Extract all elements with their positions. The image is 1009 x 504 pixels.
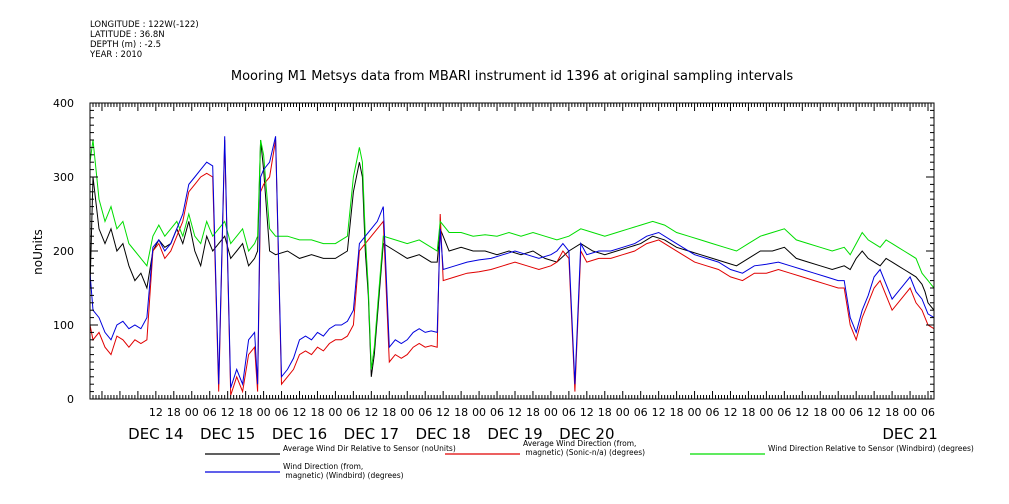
- x-day-label: DEC 16: [272, 425, 327, 443]
- x-tick-label: 00: [472, 406, 486, 419]
- plot-frame: [89, 102, 935, 400]
- y-tick-label: 300: [53, 171, 74, 184]
- longitude-text: LONGITUDE : 122W(-122): [90, 20, 199, 30]
- y-tick-label: 100: [53, 319, 74, 332]
- series-line-4: [89, 136, 935, 389]
- x-tick-label: 18: [239, 406, 253, 419]
- latitude-text: LATITUDE : 36.8N: [90, 30, 165, 40]
- x-tick-label: 12: [723, 406, 737, 419]
- x-tick-label: 18: [310, 406, 324, 419]
- series-line-3: [89, 139, 935, 370]
- x-tick-label: 00: [328, 406, 342, 419]
- x-tick-label: 18: [598, 406, 612, 419]
- x-tick-label: 12: [293, 406, 307, 419]
- x-tick-label: 06: [706, 406, 720, 419]
- x-day-label: DEC 14: [128, 425, 183, 443]
- x-tick-label: 00: [616, 406, 630, 419]
- x-tick-label: 18: [167, 406, 181, 419]
- x-tick-label: 06: [203, 406, 217, 419]
- x-tick-label: 00: [257, 406, 271, 419]
- x-tick-label: 12: [795, 406, 809, 419]
- legend-label: Average Wind Dir Relative to Sensor (noU…: [283, 444, 456, 453]
- x-tick-label: 06: [849, 406, 863, 419]
- legend: Average Wind Dir Relative to Sensor (noU…: [205, 439, 974, 480]
- x-tick-label: 12: [221, 406, 235, 419]
- x-tick-label: 00: [688, 406, 702, 419]
- x-tick-label: 18: [526, 406, 540, 419]
- x-day-label: DEC 19: [487, 425, 542, 443]
- x-tick-label: 18: [741, 406, 755, 419]
- y-tick-label: 400: [53, 97, 74, 110]
- location-metadata: LONGITUDE : 122W(-122) LATITUDE : 36.8N …: [90, 20, 199, 60]
- x-tick-label: 00: [759, 406, 773, 419]
- x-tick-label: 12: [652, 406, 666, 419]
- x-tick-label: 00: [544, 406, 558, 419]
- x-tick-label: 18: [454, 406, 468, 419]
- x-tick-label: 06: [921, 406, 935, 419]
- x-day-label: DEC 17: [344, 425, 399, 443]
- series-line-1: [89, 139, 935, 377]
- x-day-label: DEC 21: [882, 425, 937, 443]
- series-line-2: [89, 139, 935, 396]
- x-tick-label: 12: [580, 406, 594, 419]
- x-tick-label: 12: [867, 406, 881, 419]
- x-day-label: DEC 18: [415, 425, 470, 443]
- x-tick-label: 18: [885, 406, 899, 419]
- chart-title: Mooring M1 Metsys data from MBARI instru…: [231, 69, 793, 84]
- x-tick-label: 06: [418, 406, 432, 419]
- x-tick-label: 00: [185, 406, 199, 419]
- legend-label: Wind Direction Relative to Sensor (Windb…: [768, 444, 974, 453]
- depth-text: DEPTH (m) : -2.5: [90, 40, 162, 50]
- x-tick-label: 00: [831, 406, 845, 419]
- y-tick-label: 200: [53, 245, 74, 258]
- x-day-label: DEC 20: [559, 425, 614, 443]
- x-tick-label: 12: [149, 406, 163, 419]
- x-tick-label: 12: [436, 406, 450, 419]
- x-tick-label: 12: [364, 406, 378, 419]
- x-tick-label: 06: [490, 406, 504, 419]
- x-tick-label: 00: [400, 406, 414, 419]
- legend-label: Average Wind Direction (from, magnetic) …: [523, 439, 645, 457]
- x-tick-label: 06: [275, 406, 289, 419]
- x-tick-label: 06: [562, 406, 576, 419]
- series-group: [89, 136, 935, 396]
- x-tick-label: 18: [670, 406, 684, 419]
- x-tick-label: 18: [382, 406, 396, 419]
- x-tick-label: 18: [813, 406, 827, 419]
- y-axis-label: noUnits: [31, 229, 45, 275]
- legend-label: Wind Direction (from, magnetic) (Windbir…: [283, 462, 404, 480]
- y-tick-label: 0: [67, 393, 74, 406]
- x-day-label: DEC 15: [200, 425, 255, 443]
- x-tick-label: 06: [346, 406, 360, 419]
- x-tick-label: 12: [508, 406, 522, 419]
- x-tick-label: 06: [634, 406, 648, 419]
- x-tick-label: 00: [903, 406, 917, 419]
- year-text: YEAR : 2010: [90, 50, 143, 60]
- x-tick-label: 06: [777, 406, 791, 419]
